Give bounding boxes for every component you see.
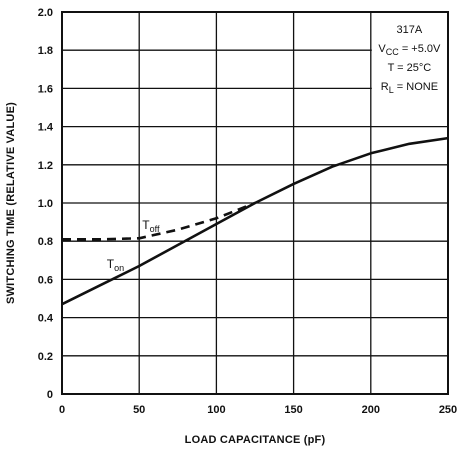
y-tick-label: 0.4: [38, 313, 54, 325]
x-tick-label: 50: [133, 404, 145, 416]
x-axis-label: LOAD CAPACITANCE (pF): [185, 434, 326, 446]
curve-label-ton: Ton: [107, 257, 124, 273]
legend-line: 317A: [397, 24, 423, 36]
series-lines: [61, 136, 449, 306]
tick-labels: 0 50 100 150 200 250 0 0.2 0.4 0.6 0.8 1.0 1.2 1.4 1.6…: [38, 7, 457, 416]
x-tick-label: 0: [59, 404, 65, 416]
series-line-toff: [62, 201, 256, 241]
legend-line: RL = NONE: [381, 81, 438, 95]
y-tick-label: 1.2: [38, 160, 53, 172]
y-tick-label: 0.6: [38, 274, 53, 286]
x-tick-label: 250: [439, 404, 457, 416]
y-tick-label: 0.8: [38, 236, 53, 248]
y-axis-label: SWITCHING TIME (RELATIVE VALUE): [5, 102, 17, 304]
x-tick-label: 150: [284, 404, 302, 416]
y-tick-label: 1.4: [38, 122, 54, 134]
legend-line: VCC = +5.0V: [378, 43, 441, 57]
plot-frame: [61, 11, 449, 395]
legend-line: T = 25°C: [388, 62, 432, 74]
legend-background: [371, 13, 447, 125]
y-tick-label: 0: [47, 389, 53, 401]
legend-box: 317A VCC = +5.0V T = 25°C RL = NONE: [371, 13, 447, 125]
curve-label-toff: Toff: [142, 218, 160, 234]
x-tick-label: 200: [362, 404, 380, 416]
y-tick-label: 1.0: [38, 198, 53, 210]
y-tick-label: 1.8: [38, 45, 53, 57]
y-tick-label: 2.0: [38, 7, 53, 19]
x-tick-label: 100: [207, 404, 225, 416]
y-tick-label: 1.6: [38, 83, 53, 95]
y-tick-label: 0.2: [38, 351, 53, 363]
curve-labels: Toff Ton: [107, 218, 160, 273]
